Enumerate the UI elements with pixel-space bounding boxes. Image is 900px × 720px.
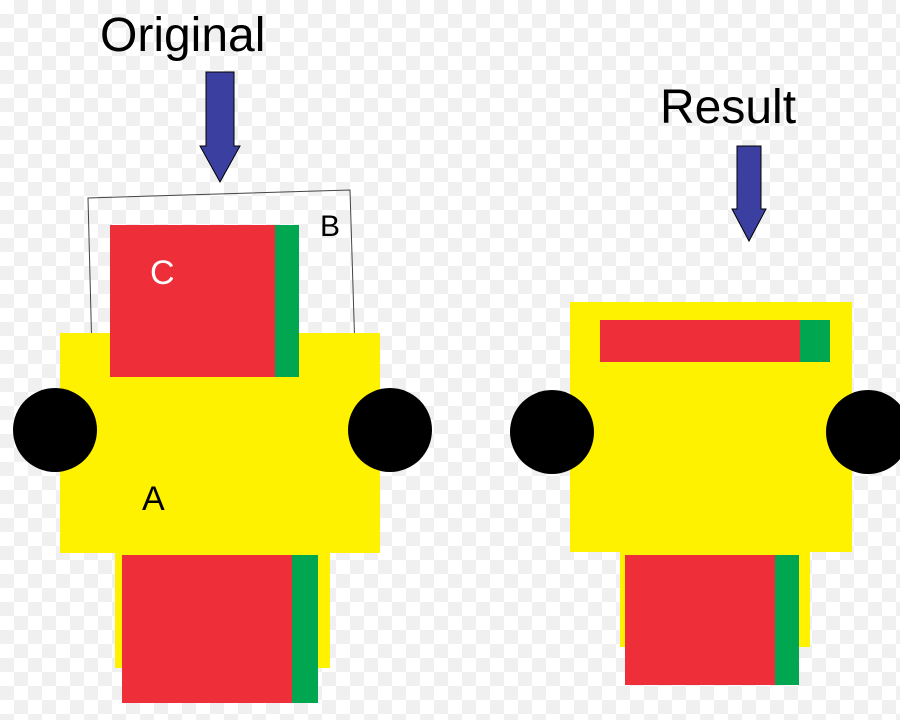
label-b: B bbox=[320, 210, 340, 244]
res-top-red bbox=[600, 320, 800, 362]
orig-bottom-green bbox=[292, 555, 318, 703]
diagram-canvas: Original B C A Result bbox=[0, 0, 900, 720]
res-bottom-green bbox=[775, 555, 799, 685]
res-circle-left bbox=[510, 390, 594, 474]
title-result: Result bbox=[660, 80, 796, 135]
label-c: C bbox=[150, 254, 175, 293]
res-top-green bbox=[800, 320, 830, 362]
orig-circle-right bbox=[348, 388, 432, 472]
arrow-result bbox=[732, 146, 766, 241]
res-circle-right bbox=[826, 390, 900, 474]
res-bottom-red bbox=[625, 555, 775, 685]
orig-c-red-over bbox=[110, 333, 275, 377]
orig-circle-left bbox=[13, 388, 97, 472]
label-a: A bbox=[142, 480, 165, 519]
orig-bottom-red bbox=[122, 555, 292, 703]
orig-c-green-over bbox=[275, 333, 299, 377]
